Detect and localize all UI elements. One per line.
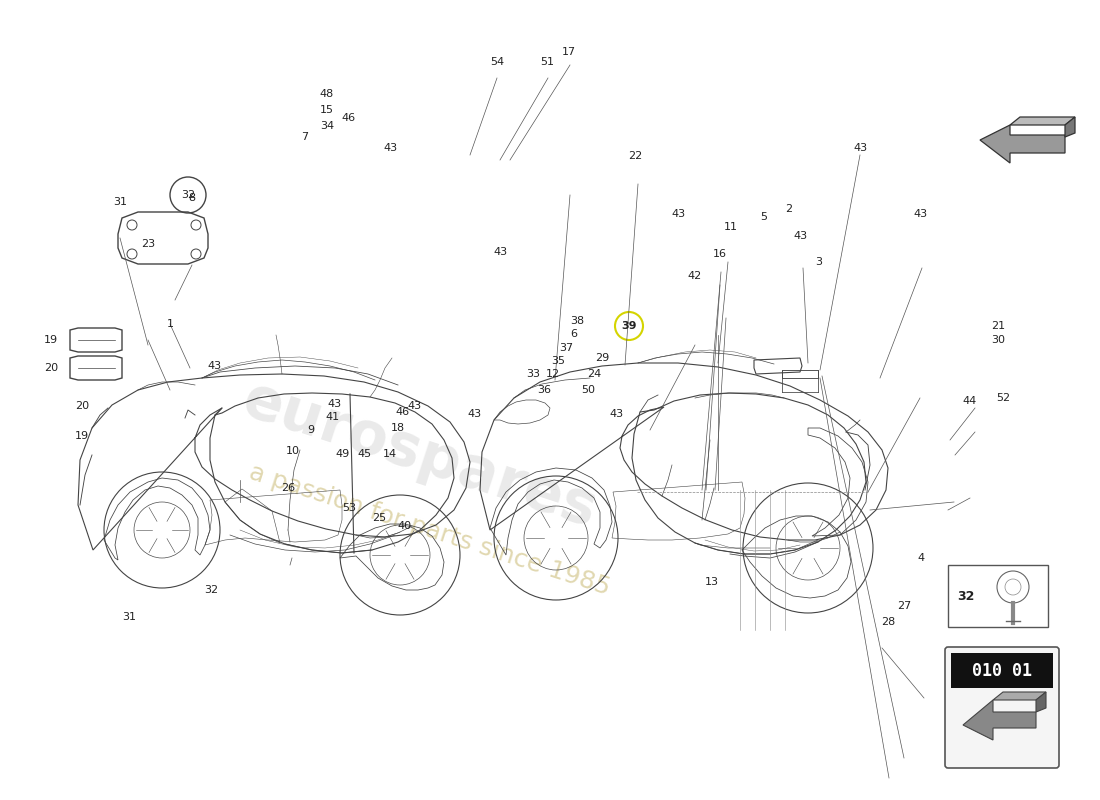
Text: eurospares: eurospares: [235, 371, 604, 539]
Text: 38: 38: [570, 316, 584, 326]
Bar: [948, 565, 1048, 627]
Text: 32: 32: [957, 590, 975, 602]
Bar: [952, 653, 1053, 688]
Text: 30: 30: [991, 335, 1005, 345]
Text: 20: 20: [44, 363, 58, 373]
Text: 7: 7: [301, 132, 309, 142]
Text: 19: 19: [44, 335, 58, 345]
Text: 43: 43: [852, 143, 867, 153]
Text: 26: 26: [280, 483, 295, 493]
Text: 40: 40: [397, 521, 411, 531]
Text: 8: 8: [188, 193, 196, 203]
Text: 27: 27: [896, 601, 911, 611]
Text: 43: 43: [609, 409, 623, 419]
Text: 33: 33: [526, 369, 540, 379]
Text: 36: 36: [537, 385, 551, 395]
Text: 43: 43: [468, 409, 482, 419]
Text: 43: 43: [207, 361, 221, 371]
Text: 31: 31: [113, 197, 127, 207]
Text: 15: 15: [320, 105, 334, 115]
Text: 18: 18: [390, 423, 405, 433]
Text: 13: 13: [705, 577, 719, 587]
Text: 45: 45: [358, 449, 372, 459]
Text: 32: 32: [180, 190, 195, 200]
Text: 20: 20: [75, 401, 89, 411]
Text: 11: 11: [724, 222, 738, 232]
Text: 43: 43: [493, 247, 507, 257]
Text: 41: 41: [324, 412, 339, 422]
Text: 32: 32: [204, 585, 218, 595]
Text: 43: 43: [793, 231, 807, 241]
Text: 22: 22: [628, 151, 642, 161]
Text: 46: 46: [396, 407, 410, 417]
Text: 46: 46: [342, 113, 356, 123]
Text: 25: 25: [372, 513, 386, 523]
Text: 29: 29: [595, 353, 609, 363]
Text: 43: 43: [383, 143, 397, 153]
Polygon shape: [962, 700, 1036, 740]
Text: 16: 16: [713, 249, 727, 259]
Text: 53: 53: [342, 503, 356, 513]
Text: 31: 31: [122, 612, 136, 622]
Text: 19: 19: [75, 431, 89, 441]
Text: 10: 10: [286, 446, 300, 456]
Text: 6: 6: [571, 329, 578, 339]
Text: 50: 50: [581, 385, 595, 395]
Text: 3: 3: [815, 257, 823, 267]
Polygon shape: [1010, 117, 1075, 125]
Text: 17: 17: [562, 47, 576, 57]
Text: 43: 43: [328, 399, 342, 409]
Text: 48: 48: [320, 89, 334, 99]
Polygon shape: [980, 125, 1065, 163]
Text: 43: 43: [408, 401, 422, 411]
Text: 37: 37: [559, 343, 573, 353]
Text: 39: 39: [621, 321, 637, 331]
Text: 9: 9: [307, 425, 315, 435]
Text: 12: 12: [546, 369, 560, 379]
Text: 34: 34: [320, 121, 334, 131]
Text: a passion for parts since 1985: a passion for parts since 1985: [246, 460, 614, 600]
Text: 24: 24: [587, 369, 601, 379]
Text: 1: 1: [166, 319, 174, 329]
Text: 54: 54: [490, 57, 504, 67]
Text: 21: 21: [991, 321, 1005, 331]
Text: 23: 23: [141, 239, 155, 249]
Text: 49: 49: [336, 449, 350, 459]
Text: 51: 51: [540, 57, 554, 67]
Text: 4: 4: [917, 553, 925, 563]
Polygon shape: [993, 692, 1046, 700]
Text: 2: 2: [785, 204, 793, 214]
Text: 52: 52: [996, 393, 1010, 403]
Text: 010 01: 010 01: [972, 662, 1032, 680]
Polygon shape: [1065, 117, 1075, 137]
Text: 43: 43: [914, 209, 928, 219]
Text: 43: 43: [672, 209, 686, 219]
Text: 42: 42: [688, 271, 702, 281]
Text: 14: 14: [383, 449, 397, 459]
Text: 35: 35: [551, 356, 565, 366]
Text: 5: 5: [760, 212, 768, 222]
Text: 28: 28: [881, 617, 895, 627]
Polygon shape: [1036, 692, 1046, 712]
Text: 44: 44: [962, 396, 977, 406]
FancyBboxPatch shape: [945, 647, 1059, 768]
